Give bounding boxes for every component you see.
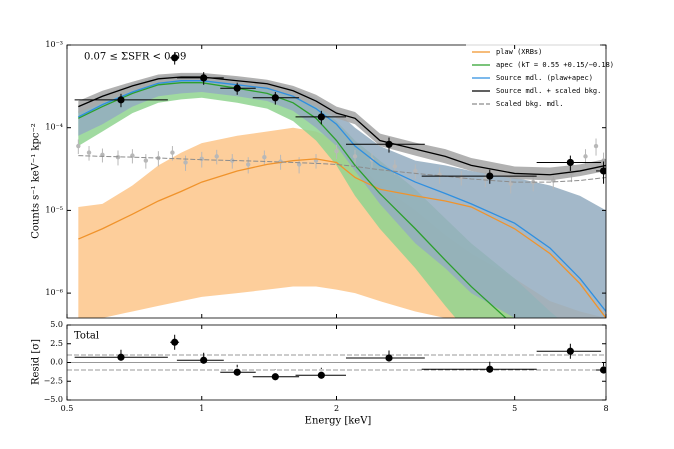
- legend-label: Scaled bkg. mdl.: [496, 100, 563, 108]
- data-point: [183, 160, 188, 165]
- data-point: [317, 371, 325, 379]
- data-point: [171, 54, 179, 62]
- data-point: [334, 148, 339, 154]
- data-point: [599, 366, 606, 374]
- legend-label: Source mdl. (plaw+apec): [496, 74, 593, 82]
- y-tick-label: −2.5: [44, 376, 63, 385]
- data-point: [385, 140, 393, 148]
- y-tick-label: 10⁻⁶: [45, 288, 63, 297]
- y-tick-label: 0.0: [50, 358, 63, 367]
- data-point: [317, 113, 325, 121]
- model-line: [78, 158, 606, 318]
- legend-label: apec (kT = 0.55 +0.15/−0.18): [496, 61, 614, 69]
- model-line: [78, 82, 507, 318]
- data-point: [486, 365, 494, 373]
- data-point: [76, 143, 81, 149]
- data-point: [385, 354, 393, 362]
- model-line: [78, 155, 606, 183]
- data-point: [246, 162, 251, 167]
- data-point: [392, 164, 398, 169]
- data-point: [352, 154, 358, 159]
- x-tick-label: 1: [199, 404, 204, 413]
- data-point: [117, 96, 125, 104]
- uncertainty-band: [78, 74, 606, 318]
- plot-area: [67, 334, 606, 381]
- data-point: [214, 154, 219, 159]
- y-tick-label: −5.0: [44, 395, 63, 404]
- x-tick-label: 8: [603, 404, 608, 413]
- data-point: [593, 143, 599, 149]
- data-point: [233, 368, 241, 376]
- plot-area: [74, 52, 606, 318]
- data-point: [170, 150, 175, 155]
- data-point: [200, 74, 208, 82]
- annotation: Total: [74, 331, 99, 342]
- data-point: [413, 168, 418, 174]
- y-tick-label: 10⁻³: [45, 40, 63, 49]
- y-axis-label: Counts s⁻¹ keV⁻¹ kpc⁻²: [31, 123, 42, 239]
- x-axis-label: Energy [keV]: [305, 416, 372, 427]
- data-point: [271, 94, 279, 102]
- y-axis-label: Resid [σ]: [31, 339, 42, 385]
- legend-label: Source mdl. + scaled bkg.: [496, 87, 601, 95]
- data-point: [566, 347, 574, 355]
- data-point: [508, 181, 513, 186]
- y-tick-label: 10⁻⁵: [45, 205, 63, 214]
- x-tick-label: 5: [512, 404, 517, 413]
- data-point: [117, 353, 125, 361]
- data-point: [583, 154, 588, 159]
- data-point: [296, 162, 302, 167]
- x-tick-label: 0.5: [61, 404, 74, 413]
- y-tick-label: 2.5: [50, 339, 63, 348]
- data-point: [262, 154, 267, 160]
- data-point: [171, 338, 179, 346]
- x-tick-label: 2: [334, 404, 339, 413]
- data-point: [199, 156, 204, 162]
- model-line: [78, 76, 606, 176]
- data-point: [271, 373, 279, 381]
- data-point: [86, 150, 92, 155]
- annotation: 0.07 ≤ ΣSFR < 0.09: [84, 52, 186, 63]
- y-tick-label: 5.0: [50, 320, 63, 329]
- y-tick-label: 10⁻⁴: [45, 123, 63, 132]
- data-point: [566, 158, 574, 167]
- data-point: [599, 167, 606, 175]
- data-point: [486, 172, 494, 180]
- data-point: [143, 158, 149, 163]
- legend-label: plaw (XRBs): [496, 48, 542, 56]
- uncertainty-band: [78, 72, 606, 181]
- data-point: [200, 356, 208, 364]
- data-point: [233, 84, 241, 92]
